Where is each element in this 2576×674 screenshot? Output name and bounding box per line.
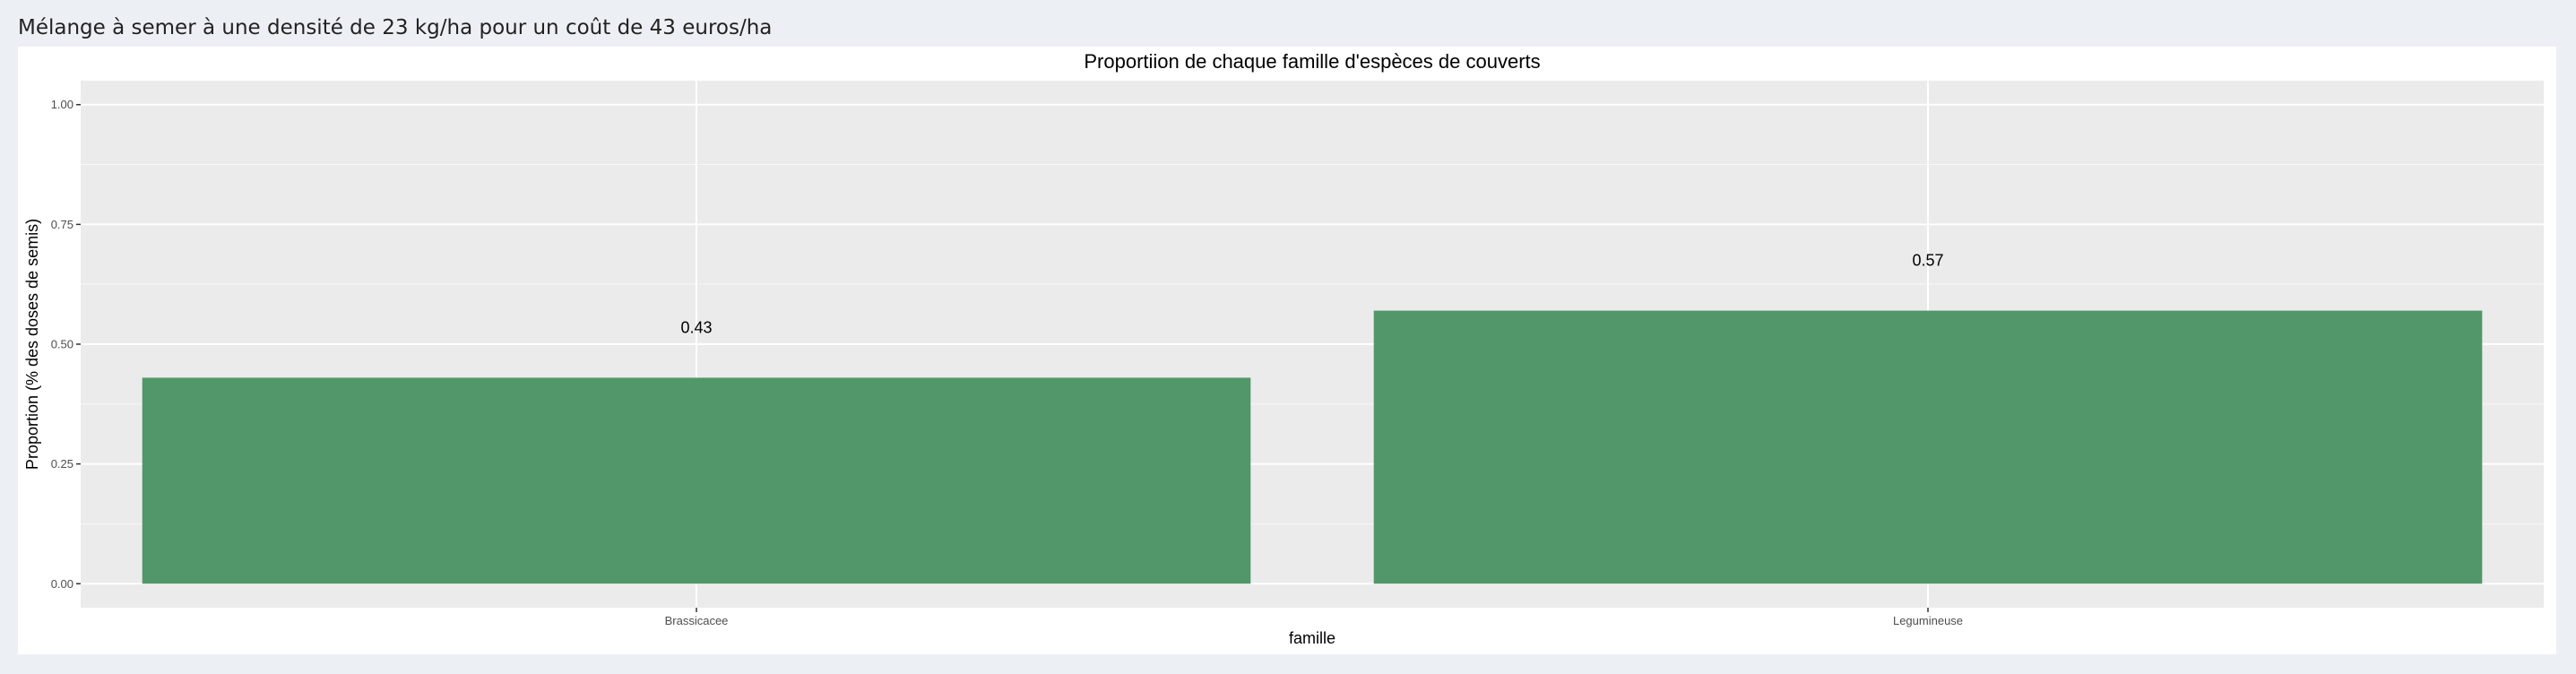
bar-chart: 0.43 0.57 0.00 0.25 0.50 0.75 1.00 Brassicace… <box>23 50 2544 647</box>
x-axis-label: famille <box>1289 629 1336 647</box>
y-tick-label: 0.75 <box>51 218 73 231</box>
x-axis: Brassicacee Legumineuse <box>665 608 1963 627</box>
y-tick-label: 1.00 <box>51 98 73 111</box>
data-labels: 0.43 0.57 <box>680 252 1943 337</box>
y-tick-label: 0.00 <box>51 577 73 591</box>
y-tick-label: 0.50 <box>51 338 73 351</box>
page-header-text: Mélange à semer à une densité de 23 kg/h… <box>18 16 773 39</box>
y-tick-label: 0.25 <box>51 457 73 471</box>
y-axis-label: Proportion (% des doses de semis) <box>23 219 41 470</box>
bar-legumineuse <box>1373 310 2483 584</box>
x-tick-label: Legumineuse <box>1893 614 1963 627</box>
chart-title: Proportiion de chaque famille d'espèces … <box>1084 50 1540 73</box>
bars <box>142 310 2483 584</box>
y-axis: 0.00 0.25 0.50 0.75 1.00 <box>51 98 81 591</box>
data-label: 0.57 <box>1912 252 1943 270</box>
page-bottom-strip <box>0 661 2576 674</box>
chart-panel: 0.43 0.57 0.00 0.25 0.50 0.75 1.00 Brassicace… <box>18 47 2556 654</box>
bar-brassicacee <box>142 377 1251 584</box>
x-tick-label: Brassicacee <box>665 614 729 627</box>
data-label: 0.43 <box>680 318 712 336</box>
